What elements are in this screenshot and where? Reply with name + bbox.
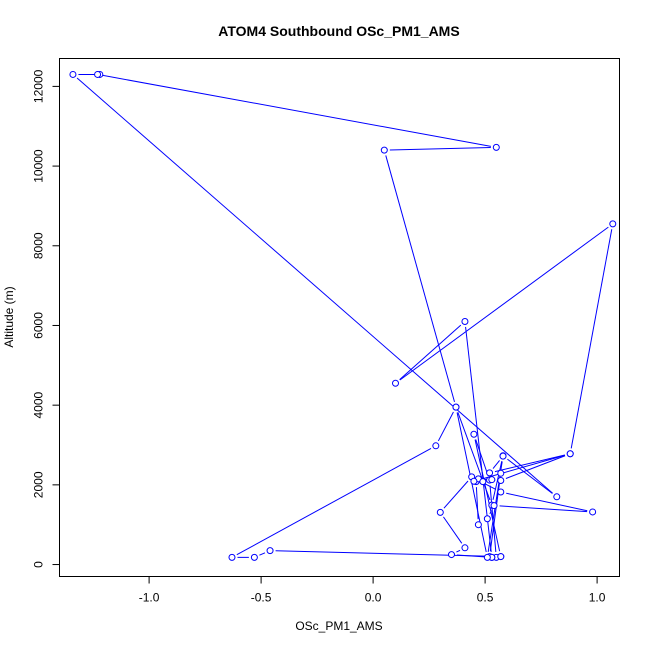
data-point [432, 442, 440, 450]
series-segment [499, 505, 588, 513]
data-point [452, 403, 460, 411]
data-point [250, 553, 258, 561]
series-points [69, 70, 617, 561]
data-point [488, 476, 496, 484]
y-tick-label: 2000 [32, 471, 46, 498]
series-segment [443, 480, 469, 509]
series-segment [76, 77, 553, 494]
data-point [470, 430, 478, 438]
data-point [497, 469, 505, 477]
series-segment [506, 492, 588, 512]
y-tick-label: 8000 [32, 232, 46, 259]
y-tick-label: 6000 [32, 312, 46, 339]
series-segment [456, 549, 461, 553]
series-segment [456, 554, 487, 558]
data-point [266, 547, 274, 555]
series-segment [492, 460, 500, 469]
series-segment [507, 458, 553, 494]
data-point [483, 515, 491, 523]
data-point [486, 469, 494, 477]
series-segment [399, 226, 609, 381]
series-segment [443, 516, 463, 544]
y-tick-label: 12000 [32, 69, 46, 103]
data-point [94, 70, 102, 78]
data-point [490, 502, 498, 510]
data-point [448, 551, 455, 559]
data-point [436, 508, 444, 516]
data-point [483, 553, 491, 561]
series-segment [505, 455, 566, 479]
series-segment [489, 510, 493, 515]
data-point [69, 70, 77, 78]
data-point [566, 450, 574, 458]
y-tick-label: 0 [32, 561, 46, 568]
series-segment [494, 454, 565, 473]
data-point [589, 508, 597, 516]
data-point [470, 477, 478, 485]
series-segment [479, 454, 566, 481]
series-segment [102, 74, 491, 147]
data-point [499, 452, 507, 460]
series-segment [475, 439, 489, 476]
data-point [553, 493, 561, 501]
x-axis-label: OSc_PM1_AMS [295, 619, 382, 633]
data-point [609, 220, 617, 228]
x-tick-label: 1.0 [589, 591, 606, 605]
x-tick-label: -0.5 [251, 591, 272, 605]
data-point [492, 143, 500, 151]
series-segment [236, 448, 432, 556]
data-point [461, 544, 469, 552]
series-segment [474, 439, 501, 552]
series-segment [259, 552, 266, 556]
data-point [461, 317, 469, 325]
data-point [392, 379, 399, 387]
data-point [228, 553, 236, 561]
x-tick-label: 0.0 [365, 591, 382, 605]
series-segment [385, 155, 455, 402]
y-axis: 0 2000 4000 6000 8000 10000 12000 [32, 69, 60, 568]
x-tick-label: -1.0 [139, 591, 160, 605]
x-tick-label: 0.5 [477, 591, 494, 605]
data-point [497, 553, 505, 561]
data-point [497, 476, 505, 484]
x-axis: -1.0 -0.5 0.0 0.5 1.0 [139, 576, 606, 605]
data-point [497, 488, 505, 496]
data-point [479, 478, 487, 486]
series-segment [570, 229, 613, 449]
data-point [380, 146, 388, 154]
y-tick-label: 10000 [32, 149, 46, 183]
y-tick-label: 4000 [32, 391, 46, 418]
series-segment [437, 411, 454, 442]
series-segment [399, 324, 462, 380]
y-axis-label: Altitude (m) [2, 286, 16, 347]
data-point [474, 521, 482, 529]
chart-title: ATOM4 Southbound OSc_PM1_AMS [218, 23, 459, 39]
series-segment [457, 412, 491, 501]
series-segment [465, 326, 492, 552]
series-segment [389, 146, 491, 151]
